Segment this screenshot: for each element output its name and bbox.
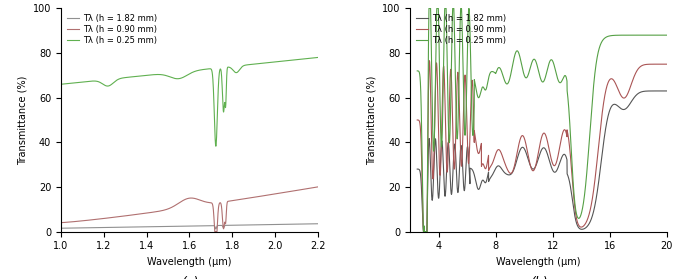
Tλ (h = 1.82 mm) — [212, 227, 220, 230]
Tλ (h = 0.90 mm) — [175, 201, 183, 205]
Tλ (h = 0.25 mm) — [313, 56, 322, 59]
Line: Tλ (h = 0.90 mm): Tλ (h = 0.90 mm) — [61, 187, 318, 232]
Tλ (h = 1.82 mm) — [70, 226, 78, 230]
X-axis label: Wavelength (μm): Wavelength (μm) — [147, 257, 232, 267]
Tλ (h = 0.25 mm) — [508, 63, 517, 66]
Tλ (h = 0.90 mm) — [306, 186, 314, 190]
Tλ (h = 0.25 mm) — [563, 88, 571, 92]
Tλ (h = 1.82 mm) — [313, 222, 322, 225]
Tλ (h = 0.25 mm) — [306, 57, 314, 60]
Tλ (h = 0.90 mm) — [575, 225, 584, 228]
Tλ (h = 0.25 mm) — [57, 83, 65, 86]
Tλ (h = 0.90 mm) — [663, 62, 671, 66]
Line: Tλ (h = 1.82 mm): Tλ (h = 1.82 mm) — [61, 224, 318, 229]
Line: Tλ (h = 0.90 mm): Tλ (h = 0.90 mm) — [417, 61, 667, 232]
Tλ (h = 0.90 mm) — [57, 221, 65, 224]
Legend: Tλ (h = 1.82 mm), Tλ (h = 0.90 mm), Tλ (h = 0.25 mm): Tλ (h = 1.82 mm), Tλ (h = 0.90 mm), Tλ (… — [414, 13, 508, 47]
Tλ (h = 1.82 mm) — [508, 170, 517, 174]
Tλ (h = 0.25 mm) — [212, 145, 220, 148]
Tλ (h = 0.90 mm) — [458, 140, 466, 143]
Tλ (h = 0.25 mm) — [413, 69, 421, 73]
Tλ (h = 1.82 mm) — [663, 89, 671, 93]
Tλ (h = 0.25 mm) — [420, 230, 428, 233]
Tλ (h = 0.25 mm) — [575, 216, 584, 219]
Y-axis label: Transmittance (%): Transmittance (%) — [366, 75, 376, 165]
Legend: Tλ (h = 1.82 mm), Tλ (h = 0.90 mm), Tλ (h = 0.25 mm): Tλ (h = 1.82 mm), Tλ (h = 0.90 mm), Tλ (… — [65, 13, 158, 47]
Tλ (h = 0.90 mm) — [563, 128, 571, 131]
Tλ (h = 0.25 mm) — [425, 7, 433, 10]
Tλ (h = 1.82 mm) — [306, 222, 314, 225]
Tλ (h = 0.90 mm) — [259, 194, 267, 198]
Tλ (h = 0.90 mm) — [508, 170, 517, 173]
Tλ (h = 0.90 mm) — [420, 230, 428, 233]
Tλ (h = 0.90 mm) — [181, 198, 190, 201]
Tλ (h = 0.25 mm) — [70, 81, 78, 85]
Tλ (h = 0.90 mm) — [70, 220, 78, 223]
Line: Tλ (h = 0.25 mm): Tλ (h = 0.25 mm) — [417, 8, 667, 232]
Tλ (h = 0.25 mm) — [259, 61, 267, 65]
Tλ (h = 1.82 mm) — [181, 224, 190, 228]
Tλ (h = 0.90 mm) — [600, 101, 608, 105]
Tλ (h = 0.90 mm) — [306, 186, 314, 190]
Tλ (h = 1.82 mm) — [575, 227, 584, 230]
Tλ (h = 1.82 mm) — [306, 222, 314, 225]
Tλ (h = 1.82 mm) — [259, 223, 267, 226]
Tλ (h = 0.90 mm) — [313, 185, 322, 189]
Line: Tλ (h = 1.82 mm): Tλ (h = 1.82 mm) — [417, 91, 667, 232]
X-axis label: Wavelength (μm): Wavelength (μm) — [496, 257, 581, 267]
Line: Tλ (h = 0.25 mm): Tλ (h = 0.25 mm) — [61, 57, 318, 146]
Text: (a): (a) — [181, 276, 198, 279]
Tλ (h = 1.82 mm) — [563, 158, 571, 162]
Y-axis label: Transmittance (%): Transmittance (%) — [18, 75, 27, 165]
Tλ (h = 0.25 mm) — [175, 77, 183, 80]
Tλ (h = 0.90 mm) — [619, 96, 627, 99]
Tλ (h = 0.25 mm) — [663, 33, 671, 37]
Tλ (h = 1.82 mm) — [458, 165, 466, 169]
Tλ (h = 0.90 mm) — [413, 118, 421, 122]
Tλ (h = 0.25 mm) — [458, 49, 466, 53]
Tλ (h = 0.25 mm) — [306, 57, 314, 60]
Tλ (h = 0.25 mm) — [619, 33, 627, 37]
Tλ (h = 1.82 mm) — [57, 227, 65, 230]
Tλ (h = 0.25 mm) — [181, 74, 190, 78]
Tλ (h = 1.82 mm) — [619, 108, 627, 111]
Tλ (h = 0.90 mm) — [211, 230, 219, 233]
Text: (b): (b) — [529, 276, 547, 279]
Tλ (h = 1.82 mm) — [420, 230, 428, 233]
Tλ (h = 1.82 mm) — [413, 167, 421, 171]
Tλ (h = 0.25 mm) — [600, 38, 608, 41]
Tλ (h = 1.82 mm) — [175, 225, 183, 228]
Tλ (h = 1.82 mm) — [599, 141, 607, 145]
Tλ (h = 0.90 mm) — [425, 59, 433, 62]
